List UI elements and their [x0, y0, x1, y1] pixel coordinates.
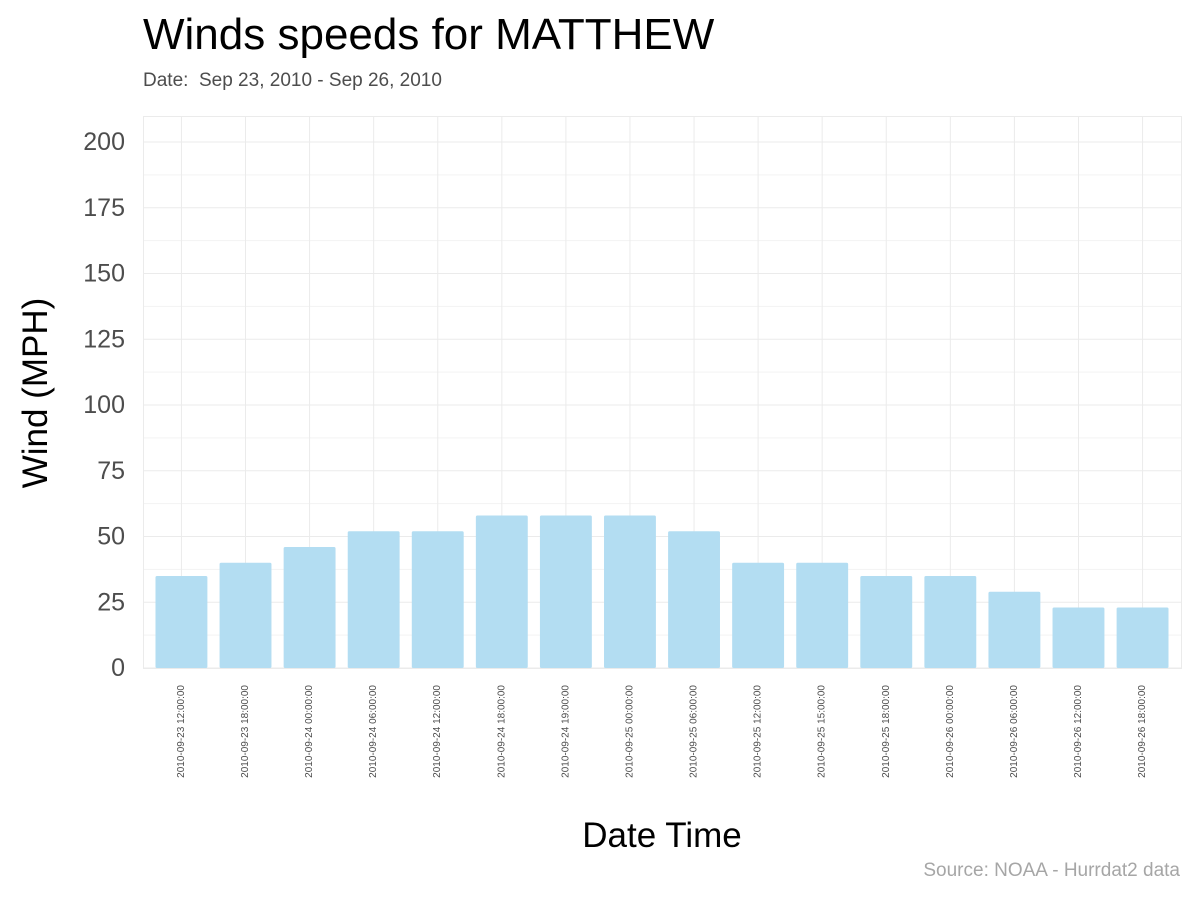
x-tick-label: 2010-09-25 06:00:00: [689, 685, 700, 778]
bar: [155, 575, 208, 668]
bar: [732, 562, 785, 668]
y-tick-label: 75: [97, 457, 125, 485]
x-axis-title: Date Time: [582, 816, 742, 855]
x-tick-label: 2010-09-24 19:00:00: [560, 685, 571, 778]
y-tick-label: 200: [83, 128, 125, 156]
x-tick-label: 2010-09-25 18:00:00: [881, 685, 892, 778]
bar: [796, 562, 849, 668]
y-tick-label: 150: [83, 260, 125, 288]
x-tick-label: 2010-09-24 00:00:00: [304, 685, 315, 778]
bar: [1116, 607, 1169, 668]
bar: [924, 575, 977, 668]
y-tick-label: 25: [97, 588, 125, 616]
bar: [411, 531, 464, 668]
bars: [155, 515, 1169, 668]
y-tick-label: 50: [97, 523, 125, 551]
bar: [219, 562, 272, 668]
bar: [668, 531, 720, 668]
y-tick-label: 125: [83, 325, 125, 353]
plot-panel-border: [143, 116, 1182, 669]
x-tick-label: 2010-09-26 00:00:00: [945, 685, 956, 778]
bar: [283, 547, 336, 668]
bar: [1052, 607, 1105, 668]
x-tick-label: 2010-09-24 12:00:00: [432, 685, 443, 778]
bar: [988, 591, 1041, 668]
x-tick-label: 2010-09-24 18:00:00: [496, 685, 507, 778]
y-tick-label: 0: [111, 654, 125, 682]
chart-title: Winds speeds for MATTHEW: [143, 10, 715, 59]
bar: [604, 515, 656, 668]
x-tick-label: 2010-09-25 12:00:00: [753, 685, 764, 778]
bar: [860, 575, 913, 668]
x-tick-label: 2010-09-26 18:00:00: [1137, 685, 1148, 778]
y-axis-title: Wind (MPH): [16, 298, 55, 489]
y-axis-ticks: 0 25 50 75 100 125 150 175 200: [83, 128, 125, 682]
chart-subtitle: Date: Sep 23, 2010 - Sep 26, 2010: [143, 70, 442, 91]
x-tick-label: 2010-09-23 12:00:00: [176, 685, 187, 778]
x-tick-label: 2010-09-24 06:00:00: [368, 685, 379, 778]
x-tick-label: 2010-09-26 12:00:00: [1073, 685, 1084, 778]
bar: [347, 531, 400, 668]
y-tick-label: 100: [83, 391, 125, 419]
y-tick-label: 175: [83, 194, 125, 222]
x-tick-label: 2010-09-26 06:00:00: [1009, 685, 1020, 778]
x-axis-ticks: 2010-09-23 12:00:00 2010-09-23 18:00:00 20…: [176, 685, 1148, 778]
x-tick-label: 2010-09-25 15:00:00: [817, 685, 828, 778]
x-tick-label: 2010-09-23 18:00:00: [240, 685, 251, 778]
source-caption: Source: NOAA - Hurrdat2 data: [923, 860, 1180, 881]
bar: [539, 515, 592, 668]
x-tick-label: 2010-09-25 00:00:00: [624, 685, 635, 778]
bar: [475, 515, 528, 668]
